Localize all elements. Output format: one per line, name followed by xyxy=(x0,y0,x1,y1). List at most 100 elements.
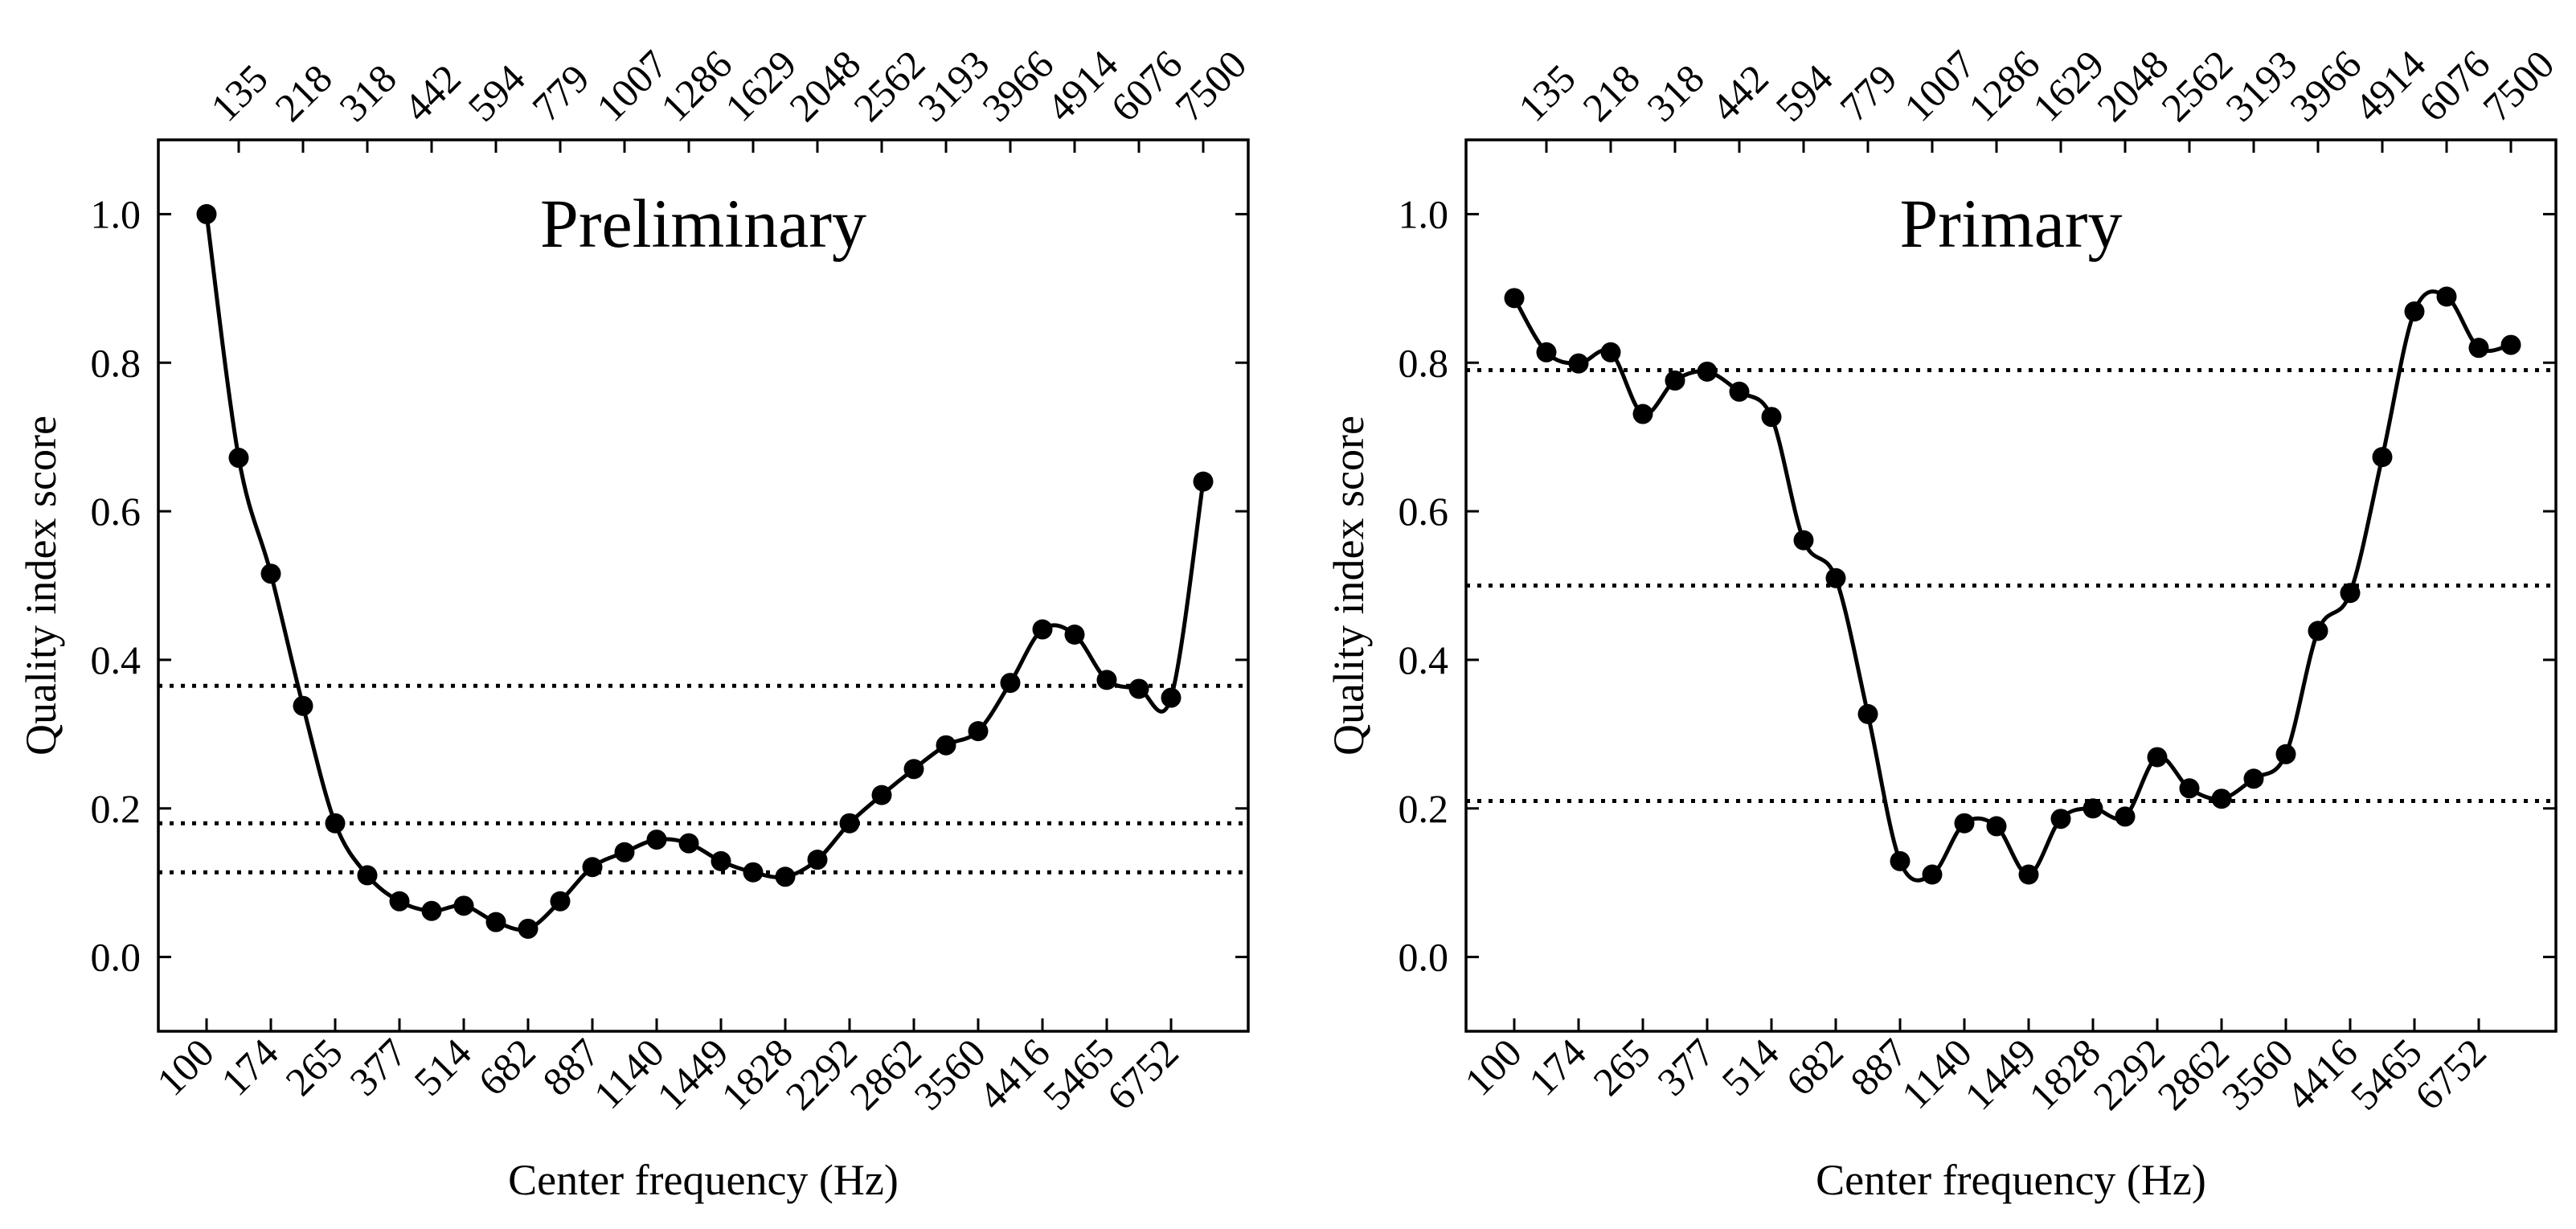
preliminary-chart: 0.00.20.40.60.81.01001742653775146828871… xyxy=(17,41,1255,1204)
data-point xyxy=(1825,567,1846,588)
x-tick-label-bottom: 377 xyxy=(341,1030,416,1104)
x-tick-label-bottom: 1140 xyxy=(1893,1030,1980,1117)
x-tick-label-bottom: 1828 xyxy=(712,1030,801,1118)
x-tick-label-top: 218 xyxy=(1574,55,1648,130)
data-point xyxy=(1128,678,1149,699)
data-point xyxy=(1632,404,1653,424)
x-tick-label-bottom: 1828 xyxy=(2020,1030,2108,1118)
data-point xyxy=(678,833,699,854)
x-tick-label-top: 135 xyxy=(1509,55,1584,130)
x-tick-label-bottom: 3560 xyxy=(2213,1030,2301,1118)
x-tick-label-bottom: 2292 xyxy=(776,1030,865,1118)
x-tick-label-top: 1629 xyxy=(2024,41,2112,129)
y-axis-label: Quality index score xyxy=(17,416,65,756)
y-tick-label: 0.0 xyxy=(91,935,141,980)
data-point xyxy=(1761,407,1782,428)
series-curve xyxy=(204,211,1206,932)
x-tick-label-bottom: 6752 xyxy=(1098,1030,1186,1118)
x-tick-label-bottom: 2862 xyxy=(2148,1030,2237,1118)
data-point xyxy=(260,563,281,584)
data-point xyxy=(453,895,474,916)
x-tick-label-top: 3193 xyxy=(909,41,997,129)
data-point xyxy=(743,862,764,883)
data-point xyxy=(2436,286,2457,307)
data-point xyxy=(903,759,924,780)
x-tick-label-bottom: 2292 xyxy=(2084,1030,2173,1118)
x-tick-label-top: 779 xyxy=(523,55,598,130)
data-point xyxy=(1032,619,1053,640)
data-point xyxy=(1890,850,1910,871)
x-tick-label-bottom: 265 xyxy=(1584,1030,1659,1104)
data-point xyxy=(1697,361,1718,382)
x-tick-label-bottom: 100 xyxy=(148,1030,223,1104)
data-point xyxy=(2372,447,2393,468)
data-point xyxy=(1600,342,1621,363)
data-point xyxy=(1161,687,1182,708)
y-tick-label: 0.8 xyxy=(91,340,141,385)
x-tick-label-bottom: 265 xyxy=(276,1030,351,1104)
x-tick-label-top: 6076 xyxy=(2410,41,2498,129)
x-tick-label-top: 7500 xyxy=(1166,41,1255,129)
primary-chart: 0.00.20.40.60.81.01001742653775146828871… xyxy=(1325,41,2562,1204)
data-point xyxy=(1954,813,1975,834)
data-point xyxy=(2179,778,2200,799)
data-point xyxy=(1857,703,1878,724)
x-tick-label-top: 4914 xyxy=(2345,41,2434,129)
x-tick-label-bottom: 174 xyxy=(212,1030,287,1104)
data-point xyxy=(1665,370,1685,391)
data-point xyxy=(196,203,217,224)
x-tick-label-bottom: 174 xyxy=(1520,1030,1595,1104)
data-point xyxy=(2018,864,2039,885)
x-tick-label-top: 1629 xyxy=(716,41,805,129)
x-tick-label-top: 318 xyxy=(1638,55,1713,130)
x-tick-label-top: 3966 xyxy=(2281,41,2369,129)
data-point xyxy=(582,857,603,878)
chart-title: Primary xyxy=(1899,185,2122,262)
data-point xyxy=(1096,670,1117,690)
x-tick-label-bottom: 6752 xyxy=(2406,1030,2494,1118)
data-point xyxy=(1793,530,1814,551)
data-point xyxy=(325,813,346,834)
x-tick-label-top: 3193 xyxy=(2217,41,2305,129)
data-point xyxy=(1536,342,1557,363)
y-tick-label: 1.0 xyxy=(1399,191,1449,236)
x-tick-label-bottom: 100 xyxy=(1456,1030,1530,1104)
data-point xyxy=(228,448,249,469)
data-point xyxy=(2500,334,2521,355)
x-tick-label-top: 3966 xyxy=(973,41,1062,129)
y-axis-label: Quality index score xyxy=(1325,416,1373,756)
x-tick-label-top: 779 xyxy=(1831,55,1906,130)
data-point xyxy=(614,842,635,862)
data-point xyxy=(936,735,956,756)
x-tick-label-bottom: 1140 xyxy=(585,1030,673,1117)
data-point xyxy=(389,891,410,912)
y-tick-label: 0.8 xyxy=(1399,340,1449,385)
data-point xyxy=(1922,864,1943,885)
x-tick-label-bottom: 4416 xyxy=(969,1030,1058,1118)
x-tick-label-bottom: 377 xyxy=(1648,1030,1723,1104)
data-point xyxy=(2404,301,2425,322)
x-tick-label-top: 1007 xyxy=(1895,41,1984,129)
data-point xyxy=(1568,353,1589,374)
data-point xyxy=(485,912,506,932)
y-tick-label: 0.4 xyxy=(1399,637,1449,682)
data-point xyxy=(871,785,892,805)
x-tick-label-bottom: 682 xyxy=(1777,1030,1852,1104)
data-point xyxy=(421,900,442,921)
x-tick-label-bottom: 514 xyxy=(1713,1030,1788,1104)
data-point xyxy=(2050,809,2071,830)
x-tick-label-bottom: 5465 xyxy=(1034,1030,1122,1118)
data-point xyxy=(968,721,989,742)
x-tick-label-top: 318 xyxy=(330,55,405,130)
x-tick-label-top: 1007 xyxy=(588,41,676,129)
data-point xyxy=(2340,583,2361,604)
data-point xyxy=(357,865,378,886)
x-tick-label-bottom: 2862 xyxy=(841,1030,929,1118)
data-point xyxy=(1504,288,1525,309)
x-tick-label-bottom: 4416 xyxy=(2277,1030,2365,1118)
series-curve xyxy=(1512,289,2513,883)
x-tick-label-bottom: 5465 xyxy=(2341,1030,2430,1118)
x-tick-label-top: 2562 xyxy=(845,41,933,129)
x-tick-label-bottom: 514 xyxy=(405,1030,480,1104)
data-point xyxy=(518,918,539,939)
